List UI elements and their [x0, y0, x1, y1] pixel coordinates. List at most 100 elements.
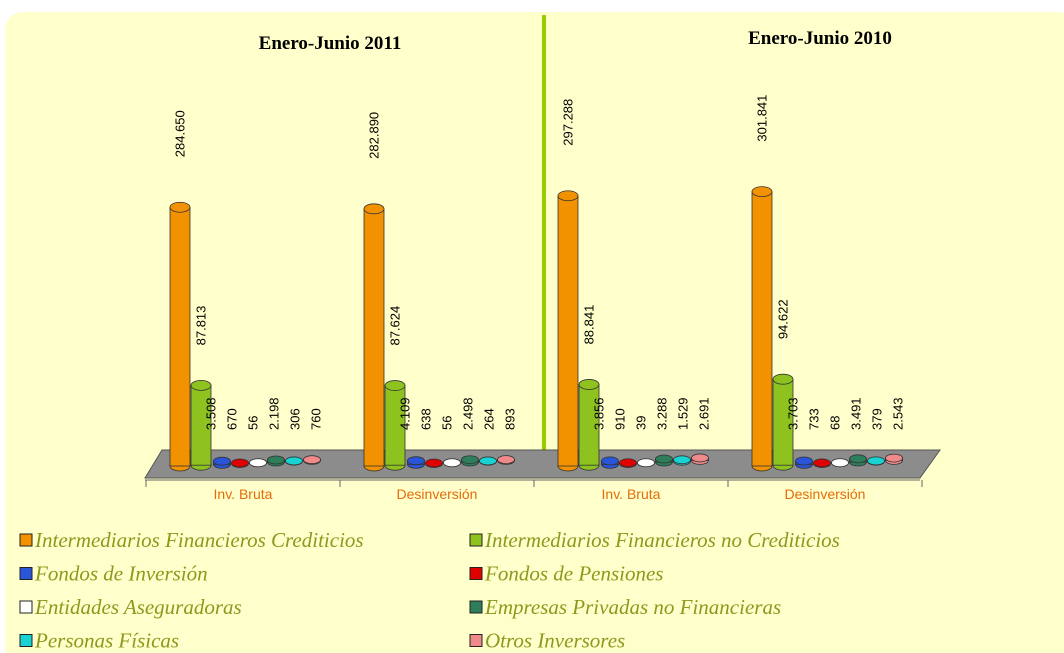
value-label: 1.529 — [675, 397, 690, 430]
legend-label: Intermediarios Financieros Crediticios — [34, 528, 364, 552]
floor — [144, 449, 941, 479]
bar — [885, 453, 903, 465]
value-label: 87.813 — [193, 306, 208, 346]
bar — [213, 456, 231, 469]
bar-top — [601, 456, 619, 466]
bar — [407, 456, 425, 469]
bar-top — [619, 458, 637, 468]
bar-top — [578, 379, 600, 390]
legend-label: Fondos de Inversión — [34, 562, 208, 586]
bar-top — [384, 380, 406, 391]
bar — [384, 380, 406, 471]
bar — [285, 456, 303, 466]
bar-top — [795, 456, 813, 466]
bar — [169, 201, 191, 472]
legend-swatch — [19, 567, 33, 580]
legend-label: Intermediarios Financieros no Crediticio… — [484, 528, 840, 552]
bar — [363, 203, 385, 472]
legend-swatch — [469, 533, 483, 547]
bar — [619, 458, 637, 469]
bar — [751, 186, 773, 472]
bar-top — [249, 458, 267, 468]
value-label: 94.622 — [775, 299, 790, 339]
bar-body — [169, 206, 191, 467]
legend-label: Empresas Privadas no Financieras — [484, 595, 781, 619]
value-label: 88.841 — [581, 305, 596, 345]
bar-top — [497, 455, 515, 464]
x-tick-label: Inv. Bruta — [602, 486, 661, 502]
bar-top — [267, 455, 285, 465]
bar-body — [557, 195, 579, 467]
value-label: 3.856 — [591, 397, 606, 430]
bar-top — [637, 458, 655, 468]
bar-body — [751, 191, 773, 467]
bar — [461, 455, 479, 467]
bar — [691, 453, 709, 465]
legend-label: Otros Inversores — [485, 629, 625, 653]
bar — [831, 458, 849, 468]
bar-top — [213, 456, 231, 466]
value-label: 4.109 — [397, 397, 412, 430]
bar-top — [443, 458, 461, 468]
bar-top — [425, 458, 443, 468]
bar — [601, 456, 619, 469]
value-label: 379 — [869, 408, 884, 430]
bar-top — [867, 456, 885, 466]
bar — [249, 458, 267, 468]
value-label: 893 — [502, 408, 517, 430]
bar-body — [363, 208, 385, 467]
bar-top — [363, 203, 385, 215]
bar-top — [557, 190, 579, 202]
value-label: 2.198 — [266, 397, 281, 430]
bar-top — [190, 379, 212, 391]
value-label: 56 — [245, 416, 260, 430]
bar — [497, 455, 515, 465]
bar-top — [751, 186, 773, 197]
x-tick-label: Desinversión — [785, 486, 866, 502]
panel — [5, 12, 1064, 653]
bar — [673, 455, 691, 466]
value-label: 2.691 — [696, 397, 711, 430]
bar — [443, 458, 461, 468]
value-label: 306 — [287, 408, 302, 430]
bar — [578, 379, 600, 471]
value-label: 68 — [827, 416, 842, 430]
x-tick-label: Desinversión — [397, 486, 478, 502]
bar — [772, 373, 794, 471]
bar-top — [673, 455, 691, 465]
bar-top — [461, 455, 479, 465]
legend-swatch — [19, 600, 33, 614]
bar-top — [169, 201, 191, 213]
bar-top — [407, 456, 425, 466]
bar-top — [691, 453, 709, 463]
value-label: 282.890 — [366, 112, 381, 159]
value-label: 760 — [308, 408, 323, 430]
bar — [425, 458, 443, 469]
bar-top — [813, 458, 831, 468]
legend-swatch — [19, 634, 33, 647]
value-label: 56 — [439, 416, 454, 430]
bar — [557, 190, 579, 472]
value-label: 3.491 — [848, 397, 863, 430]
value-label: 39 — [633, 416, 648, 430]
bar — [813, 458, 831, 469]
legend-swatch — [469, 567, 483, 580]
bar-top — [885, 453, 903, 463]
value-label: 733 — [806, 408, 821, 430]
bar — [190, 379, 212, 471]
bar — [867, 456, 885, 466]
period-title: Enero-Junio 2011 — [259, 33, 402, 54]
bar — [303, 455, 321, 465]
legend-label: Entidades Aseguradoras — [34, 595, 242, 619]
bar-top — [655, 454, 673, 464]
value-label: 638 — [418, 408, 433, 430]
bar-top — [285, 456, 303, 466]
bar — [479, 456, 497, 466]
bar — [267, 455, 285, 467]
legend-label: Fondos de Pensiones — [484, 562, 663, 586]
legend-label: Personas Físicas — [34, 629, 179, 653]
bar-top — [849, 454, 867, 464]
bar — [795, 456, 813, 469]
value-label: 284.650 — [172, 110, 187, 157]
